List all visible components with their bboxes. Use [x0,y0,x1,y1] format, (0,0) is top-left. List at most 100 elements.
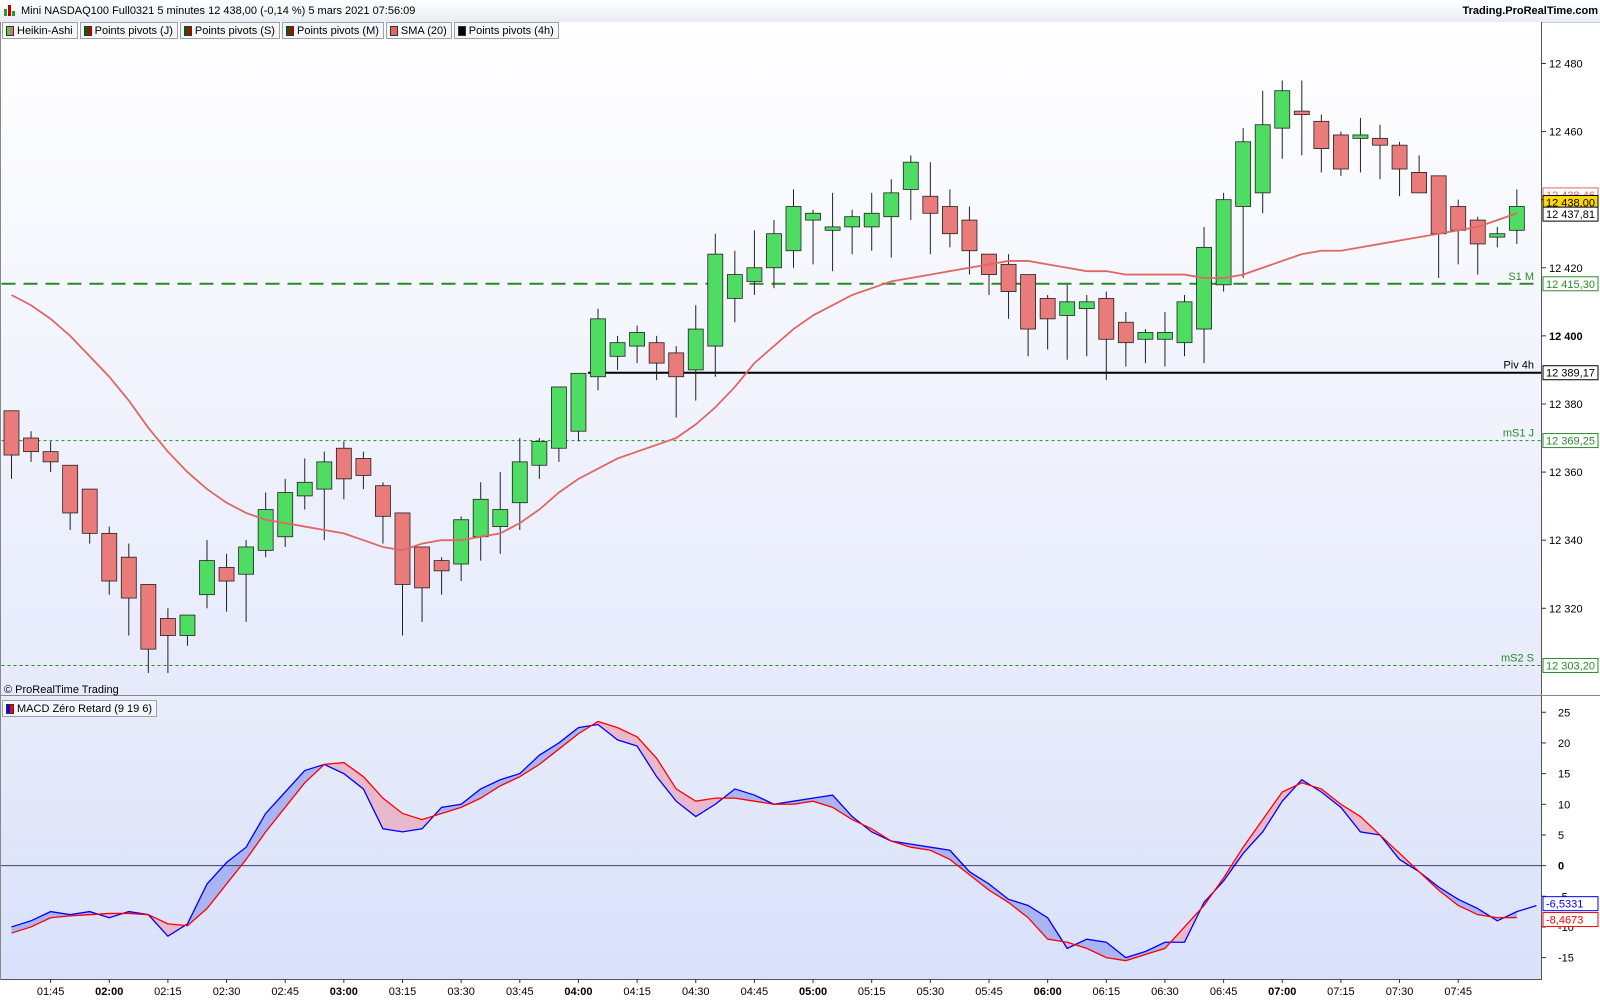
macd-value-label: -8,4673 [1546,915,1583,927]
pivot-value-s1-m: 12 415,30 [1546,279,1595,291]
candle-up [1254,124,1271,194]
legend-swatch-icon [183,25,192,36]
legend-points-pivots-j[interactable]: Points pivots (J) [79,22,178,39]
copyright-label: © ProRealTime Trading [4,684,119,696]
macd-value-box [1542,912,1599,928]
legend-swatch-icon [6,703,14,714]
candle-down [1098,298,1115,340]
candle-down [1391,144,1408,170]
y-tick-label: 12 420 [1549,263,1583,275]
candle-up [1508,206,1525,231]
macd-panel-bg [0,696,1541,979]
candle-up [531,441,548,466]
x-tick-label: 05:15 [858,986,886,998]
candle-up [472,498,489,538]
legend-macd-zero-retard[interactable]: MACD Zéro Retard (9 19 6) [2,700,158,717]
pivot-value-ms1-j: 12 369,25 [1546,436,1595,448]
candle-up [257,509,274,551]
candle-down [1430,175,1447,235]
macd-legend: MACD Zéro Retard (9 19 6) [2,700,159,717]
x-tick-label: 07:30 [1386,986,1414,998]
macd-y-tick-label: 15 [1558,769,1570,781]
candle-down [1293,110,1310,115]
x-tick-label: 03:15 [389,986,417,998]
legend-heikin-ashi[interactable]: Heikin-Ashi [2,22,78,39]
pivot-value-piv-4h: 12 389,17 [1546,368,1595,380]
macd-y-tick-label: 5 [1558,830,1564,842]
macd-fill-below [343,762,364,789]
legend-swatch-icon [285,25,294,36]
candle-up [1215,199,1232,286]
macd-y-tick-label: 20 [1558,738,1570,750]
x-tick-label: 02:15 [154,986,182,998]
macd-fill-below [637,736,657,777]
macd-fill-below [676,788,696,817]
macd-fill-above [558,727,579,750]
macd-fill-above [1028,905,1048,940]
x-tick-label: 05:30 [917,986,945,998]
candle-up [707,253,724,347]
pivot-value-ms2-s: 12 303,20 [1546,660,1595,672]
x-tick-label: 03:00 [330,986,358,998]
candle-up [609,342,626,357]
candle-up [687,328,704,371]
legend-points-pivots-m[interactable]: Points pivots (M) [281,22,384,39]
candle-up [785,206,802,252]
candle-up [1196,246,1212,330]
y-tick-label: 12 340 [1549,535,1583,547]
candle-down [42,451,59,463]
candle-up [1059,301,1076,316]
candle-down [1372,137,1388,146]
macd-fill-above [285,770,305,808]
price-marker-box [1542,206,1599,222]
candle-up [453,519,470,565]
candle-down [101,532,118,582]
y-tick-label: 12 460 [1549,127,1583,139]
legend-points-pivots-s[interactable]: Points pivots (S) [179,22,280,39]
legend-sma-20[interactable]: SMA (20) [385,22,452,39]
candle-down [1333,134,1349,170]
candle-up [1157,332,1173,340]
candle-down [120,556,137,599]
macd-fill-above [930,847,950,860]
candle-up [1137,332,1154,340]
macd-fill-above [31,911,51,927]
legend-swatch-icon [83,25,92,36]
candle-up [824,226,841,231]
macd-fill-above [500,773,520,786]
legend-label: Heikin-Ashi [17,24,73,37]
macd-fill-below [363,776,383,829]
candle-down [922,195,939,214]
x-tick-label: 06:30 [1151,986,1179,998]
legend-points-pivots-4h[interactable]: Points pivots (4h) [453,22,559,39]
macd-fill-above [11,920,32,934]
pivot-value-box [1542,276,1599,292]
pivot-value-box [1542,365,1599,381]
macd-plot [0,720,1541,962]
legend-label: SMA (20) [400,24,447,37]
candle-down [3,410,20,456]
sma-20-line [11,212,1518,552]
candle-up [902,161,919,190]
candle-up [1235,141,1252,207]
candle-down [433,560,450,572]
candle-down [355,458,372,476]
candle-down [1000,263,1017,293]
macd-fill-above [265,792,286,832]
pivot-name-piv-4h: Piv 4h [1503,360,1534,372]
candle-down [1450,206,1467,231]
x-tick-label: 04:15 [623,986,651,998]
x-tick-label: 03:30 [447,986,475,998]
window-title: Mini NASDAQ100 Full0321 5 minutes 12 438… [21,5,416,17]
candle-down [668,352,685,378]
macd-fill-above [1075,939,1087,949]
price-marker-label: 12 437,81 [1546,209,1595,221]
candle-up [492,509,509,527]
candle-down [414,546,430,589]
macd-fill-above [246,813,266,860]
candle-up [1352,134,1369,139]
candle-down [1117,321,1134,344]
macd-fill-above [1145,942,1165,955]
candle-up [590,318,606,378]
